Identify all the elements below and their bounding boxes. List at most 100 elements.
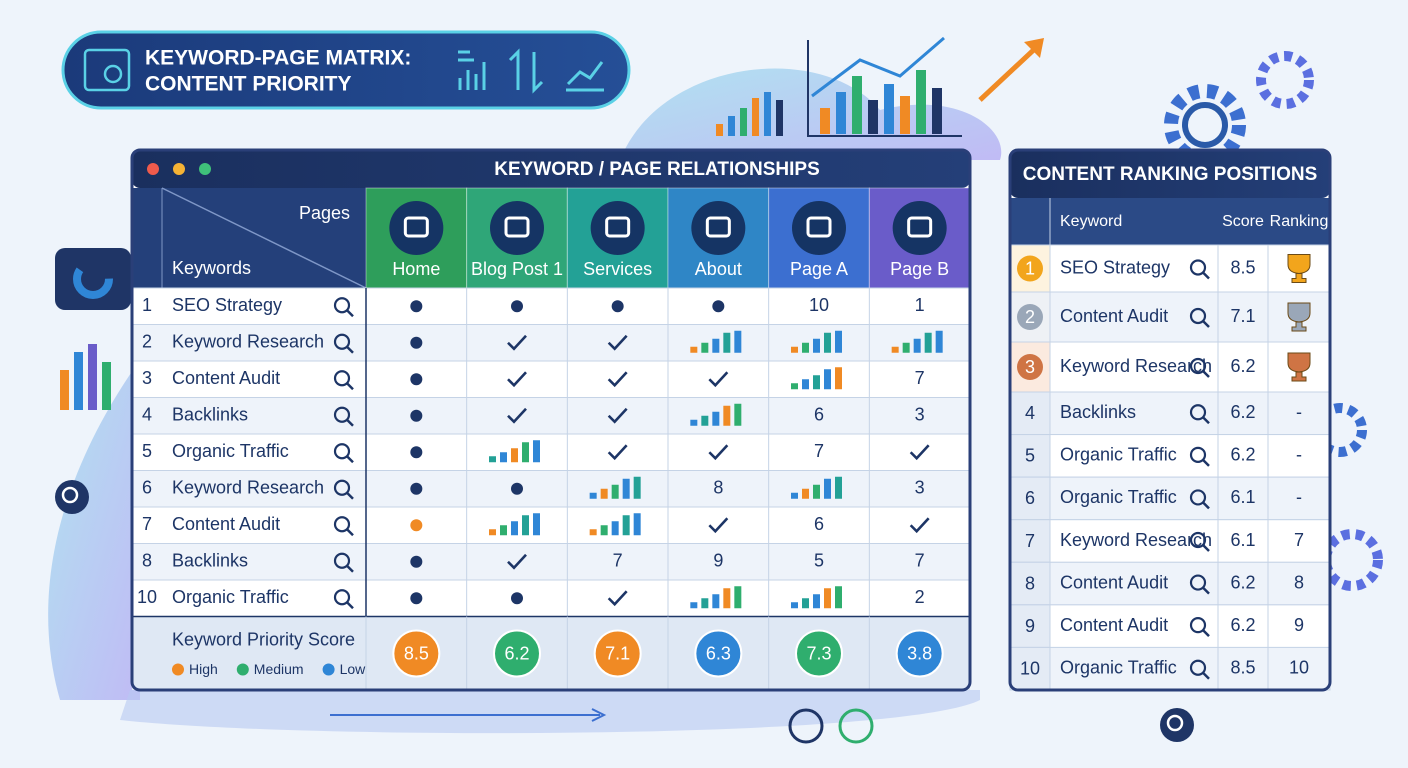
row-keyword: Keyword Research	[172, 332, 324, 352]
keyword-icon	[333, 479, 351, 496]
cell-check	[708, 444, 729, 461]
cell-bars	[489, 456, 496, 463]
keyword-icon	[1202, 271, 1210, 280]
keyword-icon	[346, 309, 354, 318]
cell-bars	[511, 521, 518, 536]
score-value: 6.2	[504, 643, 529, 663]
page-icon-glyph	[806, 216, 832, 238]
cell-bars	[734, 586, 742, 609]
cell-bars	[734, 403, 742, 426]
cell-bars	[835, 367, 842, 390]
window-dot	[199, 163, 211, 175]
row-keyword: Backlinks	[172, 405, 248, 425]
keyword-icon	[1189, 574, 1207, 591]
legend-swatch	[322, 663, 335, 676]
cell-check	[507, 334, 527, 351]
cell-bars	[500, 452, 507, 463]
row-bg	[131, 287, 971, 325]
cell-bars	[701, 415, 709, 426]
keyword-icon	[1189, 446, 1207, 463]
score-badge	[694, 629, 743, 678]
cell-bars	[824, 478, 831, 499]
cell-dot	[511, 482, 523, 495]
page-icon	[792, 201, 846, 255]
cell-bars	[835, 586, 842, 609]
cell-bars	[489, 529, 496, 536]
score: 6.2	[1230, 615, 1255, 635]
decor-left	[55, 248, 1194, 744]
cell-dot	[410, 409, 423, 422]
row-bg	[131, 543, 971, 581]
cell-bars	[813, 594, 820, 609]
keyword: Backlinks	[1060, 402, 1136, 422]
row-index: 10	[137, 587, 157, 607]
cell-value: 1	[915, 295, 925, 315]
cell-bars	[913, 338, 921, 353]
cell-value: 8	[713, 478, 723, 498]
row-index: 5	[142, 441, 152, 461]
cell-dot	[410, 300, 423, 313]
cell-dot	[410, 446, 423, 459]
position-badge	[1017, 354, 1043, 380]
page-icon-glyph	[403, 216, 429, 238]
cell-dot	[511, 300, 523, 313]
keyword-icon	[1202, 320, 1210, 328]
keyword-icon	[333, 443, 351, 460]
cell-bars	[533, 513, 540, 536]
decor-blob	[620, 68, 1002, 160]
panel-border	[130, 148, 972, 692]
cell-bars	[835, 476, 842, 499]
keyword-icon	[346, 418, 354, 427]
keyword: Keyword Research	[1060, 530, 1212, 550]
row-bg	[1009, 341, 1331, 393]
cell-dot	[410, 373, 423, 386]
keyword-icon	[1202, 671, 1210, 680]
position-badge	[1017, 304, 1043, 330]
legend-swatch	[236, 663, 249, 676]
cell-value: 9	[713, 551, 723, 571]
keyword-icon	[1202, 458, 1210, 467]
score: 8.5	[1230, 657, 1255, 677]
trophy	[1287, 302, 1311, 332]
cell-bars	[533, 440, 540, 463]
keyword-icon	[1189, 357, 1207, 375]
cell-check	[708, 371, 729, 388]
position: 5	[1025, 446, 1035, 466]
keyword: Keyword Research	[1060, 356, 1212, 376]
panel-title: CONTENT RANKING POSITIONS	[1023, 164, 1318, 185]
keyword-icon	[333, 333, 351, 350]
cell-bars	[633, 476, 641, 499]
row-keyword: Content Audit	[172, 514, 280, 534]
row-keyword: Content Audit	[172, 368, 280, 388]
ranking: 10	[1289, 657, 1309, 677]
cell-bars	[633, 513, 641, 536]
cell-bars	[622, 478, 630, 499]
row-keyword: Organic Traffic	[172, 587, 289, 607]
title-bar	[132, 150, 970, 188]
row-keyword: Organic Traffic	[172, 441, 289, 461]
keyword-icon	[1189, 307, 1207, 325]
cell-bars	[824, 369, 831, 390]
cell-bars	[690, 346, 698, 353]
keyword-icon	[346, 564, 354, 573]
keyword-icon	[333, 516, 351, 533]
cell-bars	[723, 588, 731, 609]
cell-value: 2	[915, 587, 925, 607]
row-keyword: SEO Strategy	[172, 295, 282, 315]
cell-bars	[813, 375, 820, 390]
score-value: 6.3	[706, 643, 731, 663]
row-index: 2	[142, 332, 152, 352]
cell-check	[507, 407, 527, 424]
cell-bars	[701, 598, 709, 609]
keyword-icon	[1189, 531, 1207, 549]
decor-gears	[1164, 51, 1383, 591]
cell-dot	[712, 300, 725, 313]
cell-check	[607, 371, 628, 388]
cell-bars	[622, 515, 630, 536]
cell-bars	[924, 332, 932, 353]
score-value: 7.3	[806, 643, 831, 663]
cell-bars	[802, 598, 809, 609]
cell-dot	[611, 300, 624, 313]
